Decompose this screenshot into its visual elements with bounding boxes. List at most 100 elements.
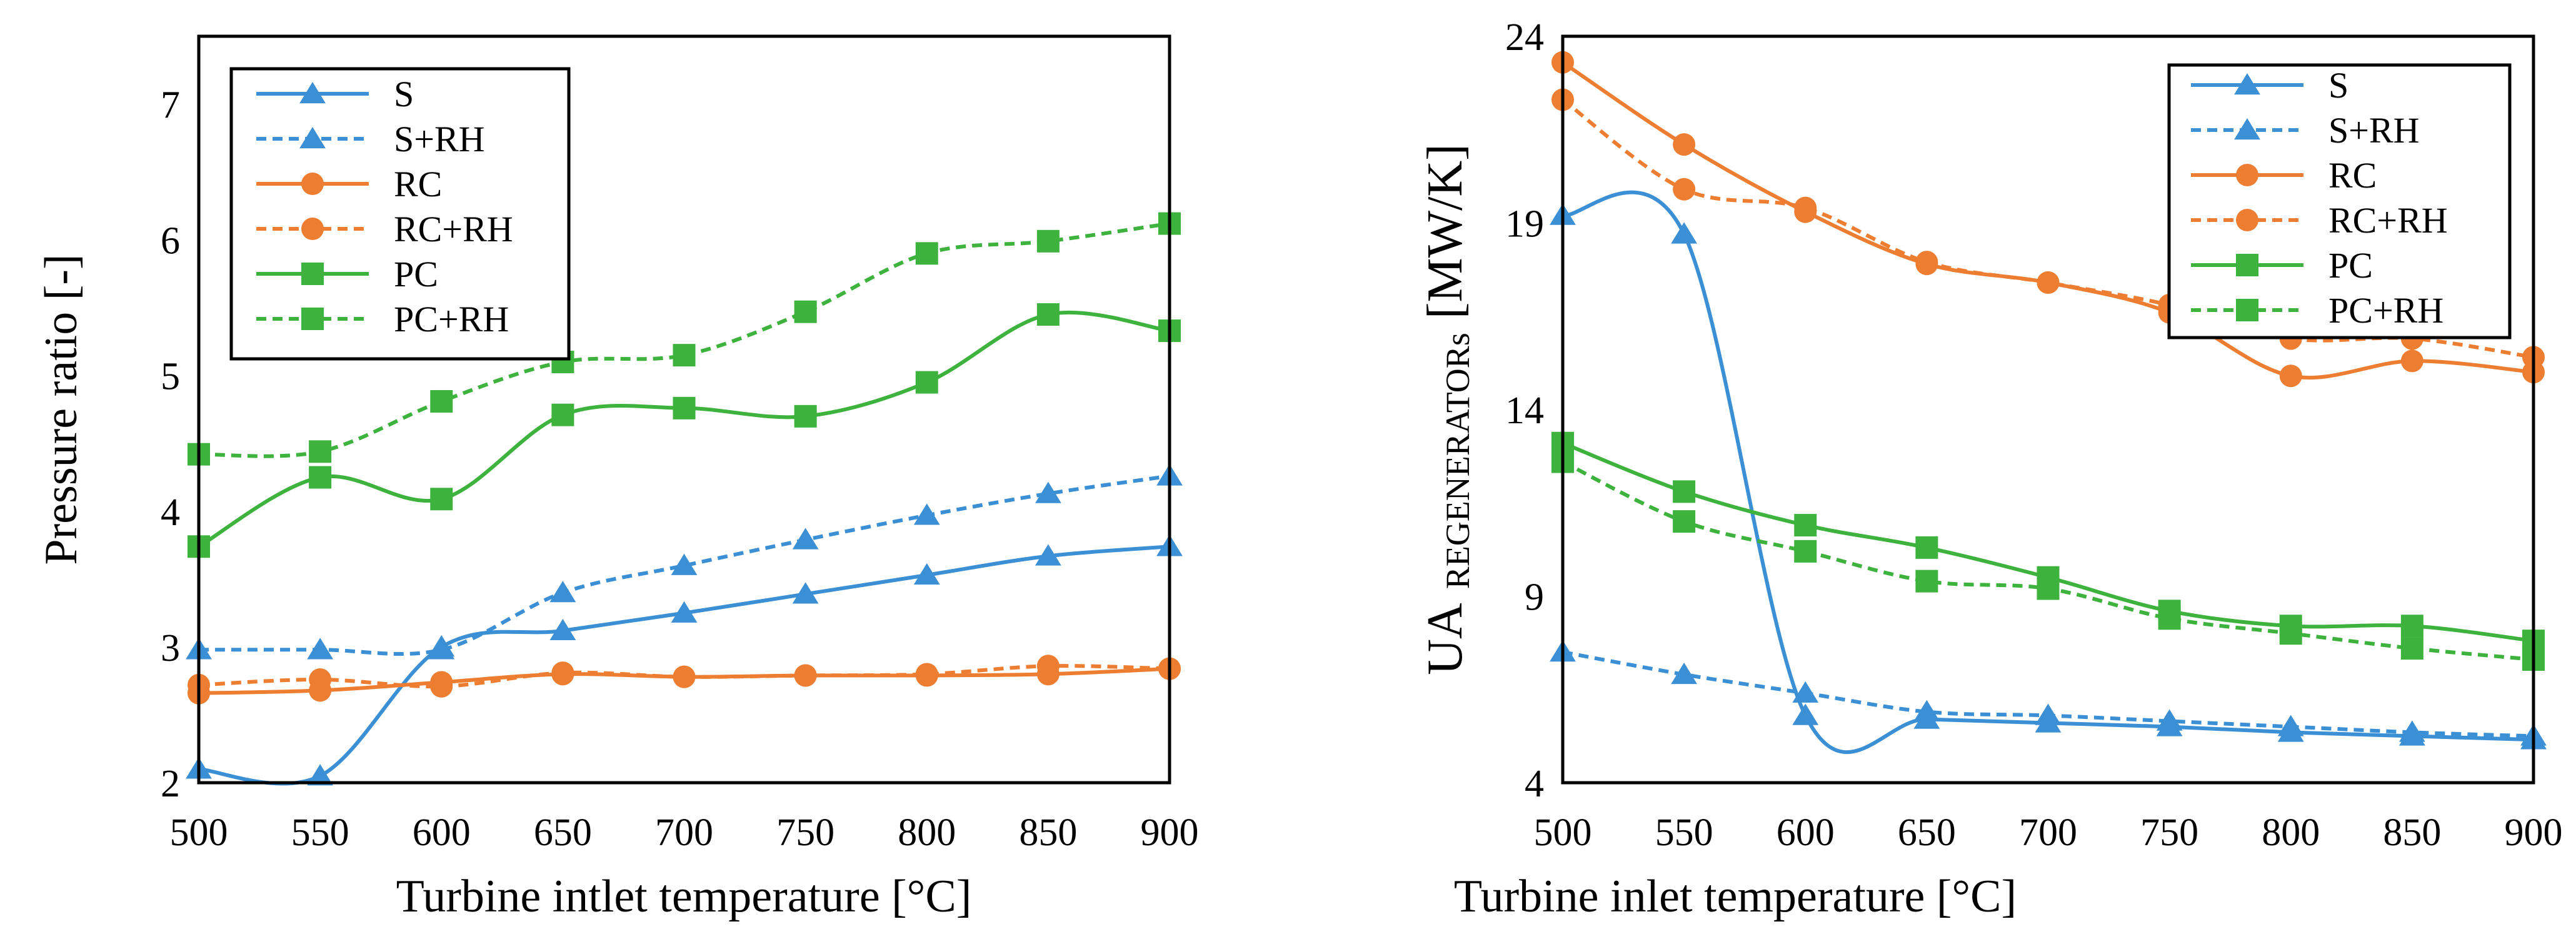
chart0-point-s-rh-650	[549, 581, 576, 603]
chart0-series-line-pc-rh	[198, 221, 1170, 458]
chart1-series-line-s-rh	[1562, 650, 2534, 738]
chart1-x-tick-label-750: 750	[2140, 811, 2198, 854]
chart1-point-s-600	[1792, 703, 1819, 725]
chart0-legend-marker-rc	[301, 173, 324, 195]
chart1-point-pc-rh-550	[1673, 510, 1696, 533]
chart1-x-tick-label-650: 650	[1898, 811, 1956, 854]
chart0-y-tick-label-2: 2	[161, 763, 180, 805]
chart1-point-rc-rh-650	[1915, 251, 1938, 274]
chart0-y-tick-label-6: 6	[161, 220, 180, 263]
chart1-point-s-rh-750	[2156, 709, 2183, 731]
chart0-legend: S S+RH RC RC+RH PC PC+RH	[229, 67, 571, 361]
chart1-point-rc-rh-600	[1794, 196, 1817, 219]
chart0-legend-marker-rc-rh	[301, 218, 324, 240]
chart1-x-axis-title: Turbine inlet temperature [°C]	[1454, 871, 2017, 922]
chart0-x-tick-label-600: 600	[413, 811, 471, 854]
chart0-point-s-700	[671, 601, 698, 623]
chart1-x-tick-label-550: 550	[1655, 811, 1713, 854]
chart0-point-pc-rh-750	[794, 300, 817, 323]
chart1-point-pc-rh-600	[1794, 540, 1817, 563]
chart0-legend-box	[229, 67, 571, 361]
chart0-series-line-s	[198, 545, 1170, 786]
chart1-y-tick-label-14: 14	[1505, 389, 1544, 432]
chart0-point-pc-rh-550	[309, 440, 332, 463]
chart0-x-tick-label-550: 550	[291, 811, 349, 854]
chart0-legend-label-rc: RC	[394, 164, 442, 204]
chart1-legend-label-s: S	[2328, 65, 2348, 106]
chart0-x-tick-label-700: 700	[655, 811, 713, 854]
chart1-legend-marker-s-rh	[2234, 118, 2260, 140]
chart0-point-s-550	[307, 764, 334, 786]
chart0-point-s-rh-550	[307, 638, 334, 660]
chart0-point-s-rh-600	[428, 638, 455, 660]
chart1-y-tick-label-4: 4	[1525, 763, 1544, 805]
chart1-point-pc-650	[1915, 536, 1938, 559]
chart0-point-rc-rh-550	[309, 668, 332, 691]
chart1-plot-area-frame	[1561, 34, 2535, 785]
chart0-point-rc-rh-600	[430, 675, 453, 698]
chart1-x-tick-label-700: 700	[2019, 811, 2077, 854]
chart0-legend-marker-s-rh	[299, 127, 326, 149]
chart0-legend-label-s: S	[394, 74, 414, 114]
chart0-x-tick-label-800: 800	[898, 811, 956, 854]
chart1-y-tick-label-9: 9	[1525, 576, 1544, 619]
chart1-y-tick-label-19: 19	[1505, 203, 1544, 246]
chart1-point-s-rh-800	[2277, 715, 2304, 736]
chart1-series-layer	[1550, 51, 2547, 754]
chart1-point-s-rh-600	[1792, 681, 1819, 703]
chart0-point-s-800	[913, 563, 940, 585]
chart1-point-pc-rh-850	[2400, 637, 2423, 660]
chart0-point-rc-rh-650	[551, 661, 574, 685]
chart1-point-pc-rh-700	[2037, 577, 2060, 600]
chart0-point-s-850	[1035, 544, 1061, 566]
chart1-legend-label-rc-rh: RC+RH	[2328, 200, 2448, 241]
chart0-point-s-rh-800	[913, 503, 940, 525]
chart0-legend-label-s-rh: S+RH	[394, 119, 485, 159]
chart1-x-tick-label-500: 500	[1534, 811, 1592, 854]
chart0-x-tick-label-500: 500	[170, 811, 228, 854]
chart1-x-tick-label-900: 900	[2505, 811, 2563, 854]
chart1-point-s-rh-700	[2035, 703, 2062, 725]
chart1-x-tick-label-600: 600	[1777, 811, 1835, 854]
chart1-series-line-s	[1562, 190, 2534, 754]
chart0-point-s-750	[792, 582, 819, 604]
chart1-legend-label-pc: PC	[2328, 245, 2373, 286]
chart0-point-rc-rh-800	[915, 663, 938, 686]
chart1-point-pc-550	[1673, 480, 1696, 503]
chart0-y-tick-label-3: 3	[161, 627, 180, 670]
chart0-point-rc-rh-850	[1036, 655, 1060, 678]
chart1-y-axis-title-main: UA	[1418, 603, 1473, 675]
chart0-legend-marker-s	[299, 82, 326, 104]
chart1-x-tick-label-850: 850	[2383, 811, 2441, 854]
chart0-legend-label-rc-rh: RC+RH	[394, 209, 513, 249]
chart1-point-rc-rh-550	[1673, 178, 1696, 201]
chart1-legend-label-pc-rh: PC+RH	[2328, 290, 2443, 331]
chart1-y-tick-label-24: 24	[1505, 16, 1544, 59]
chart0-legend-marker-pc	[301, 263, 324, 285]
chart0-point-s-rh-700	[671, 553, 698, 575]
chart0-point-pc-750	[794, 404, 817, 428]
chart0-x-tick-label-750: 750	[776, 811, 834, 854]
chart0-point-pc-700	[673, 396, 696, 419]
chart1-point-rc-800	[2279, 364, 2302, 388]
chart0-x-tick-label-900: 900	[1141, 811, 1199, 854]
chart1-series-line-pc	[1561, 441, 2534, 643]
chart0-point-s-rh-850	[1035, 481, 1061, 503]
chart0-point-pc-rh-700	[673, 344, 696, 367]
chart1-point-rc-550	[1673, 133, 1696, 156]
chart0-point-pc-rh-600	[430, 389, 453, 413]
chart1-point-s-rh-550	[1671, 662, 1698, 685]
chart1-y-axis-title-sub: REGENERATORs	[1439, 333, 1476, 589]
chart1-point-s-rh-850	[2398, 720, 2425, 742]
chart1-y-axis-title: UA REGENERATORs [MW/K]	[1418, 144, 1476, 675]
chart1-y-axis-title-unit: [MW/K]	[1418, 144, 1473, 319]
chart1-point-s-rh-650	[1913, 700, 1940, 721]
chart0-plot-area-frame	[197, 34, 1171, 785]
chart0-series-line-s-rh	[199, 474, 1170, 656]
chart0-point-pc-850	[1036, 303, 1060, 326]
chart0-y-tick-label-5: 5	[161, 356, 180, 398]
chart1-point-s-550	[1671, 222, 1698, 244]
chart1-legend-marker-pc-rh	[2236, 299, 2258, 321]
